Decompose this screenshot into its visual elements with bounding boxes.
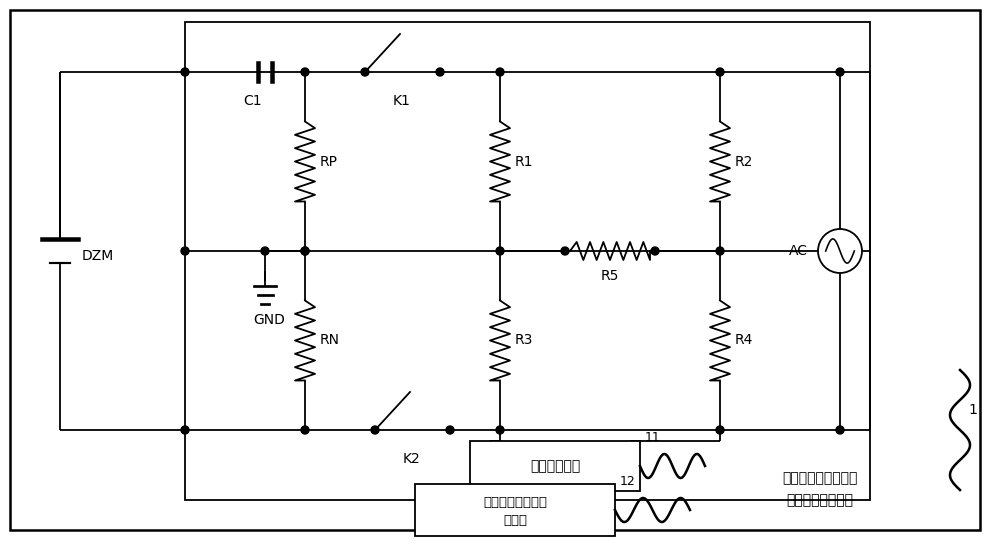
Circle shape: [716, 68, 724, 76]
Text: K2: K2: [403, 452, 421, 466]
Circle shape: [181, 426, 189, 434]
Text: DZM: DZM: [82, 249, 114, 263]
Text: RP: RP: [320, 154, 338, 169]
Circle shape: [818, 229, 862, 273]
Bar: [185, 22, 870, 500]
Text: 1: 1: [968, 403, 977, 417]
Circle shape: [371, 426, 379, 434]
Circle shape: [496, 68, 504, 76]
Text: 电压检测模块: 电压检测模块: [530, 459, 580, 473]
Circle shape: [561, 247, 569, 255]
Text: GND: GND: [253, 313, 285, 328]
Circle shape: [301, 426, 309, 434]
Text: R1: R1: [515, 154, 534, 169]
Text: R2: R2: [735, 154, 753, 169]
Circle shape: [301, 68, 309, 76]
Circle shape: [361, 68, 369, 76]
Circle shape: [301, 247, 309, 255]
Circle shape: [716, 247, 724, 255]
Circle shape: [301, 247, 309, 255]
Text: C1: C1: [244, 94, 262, 108]
Bar: [470, 441, 640, 491]
Text: 绝缘电阻有效值获: 绝缘电阻有效值获: [483, 496, 547, 509]
Text: 绝缘电阻检测电路: 绝缘电阻检测电路: [786, 493, 854, 507]
Bar: [415, 484, 615, 536]
Text: 电动汽车动力电池的: 电动汽车动力电池的: [782, 471, 858, 485]
Circle shape: [446, 426, 454, 434]
Circle shape: [716, 426, 724, 434]
Text: R5: R5: [601, 269, 619, 283]
Circle shape: [261, 247, 269, 255]
Text: AC: AC: [789, 244, 808, 258]
Circle shape: [836, 426, 844, 434]
Text: R3: R3: [515, 333, 533, 348]
Circle shape: [436, 68, 444, 76]
Text: 12: 12: [620, 475, 636, 488]
Circle shape: [496, 247, 504, 255]
Text: K1: K1: [393, 94, 411, 108]
Text: R4: R4: [735, 333, 753, 348]
Text: 11: 11: [645, 431, 661, 444]
Text: RN: RN: [320, 333, 340, 348]
Circle shape: [181, 68, 189, 76]
Circle shape: [496, 426, 504, 434]
Circle shape: [836, 68, 844, 76]
Circle shape: [651, 247, 659, 255]
Text: 取模块: 取模块: [503, 513, 527, 526]
Circle shape: [181, 247, 189, 255]
